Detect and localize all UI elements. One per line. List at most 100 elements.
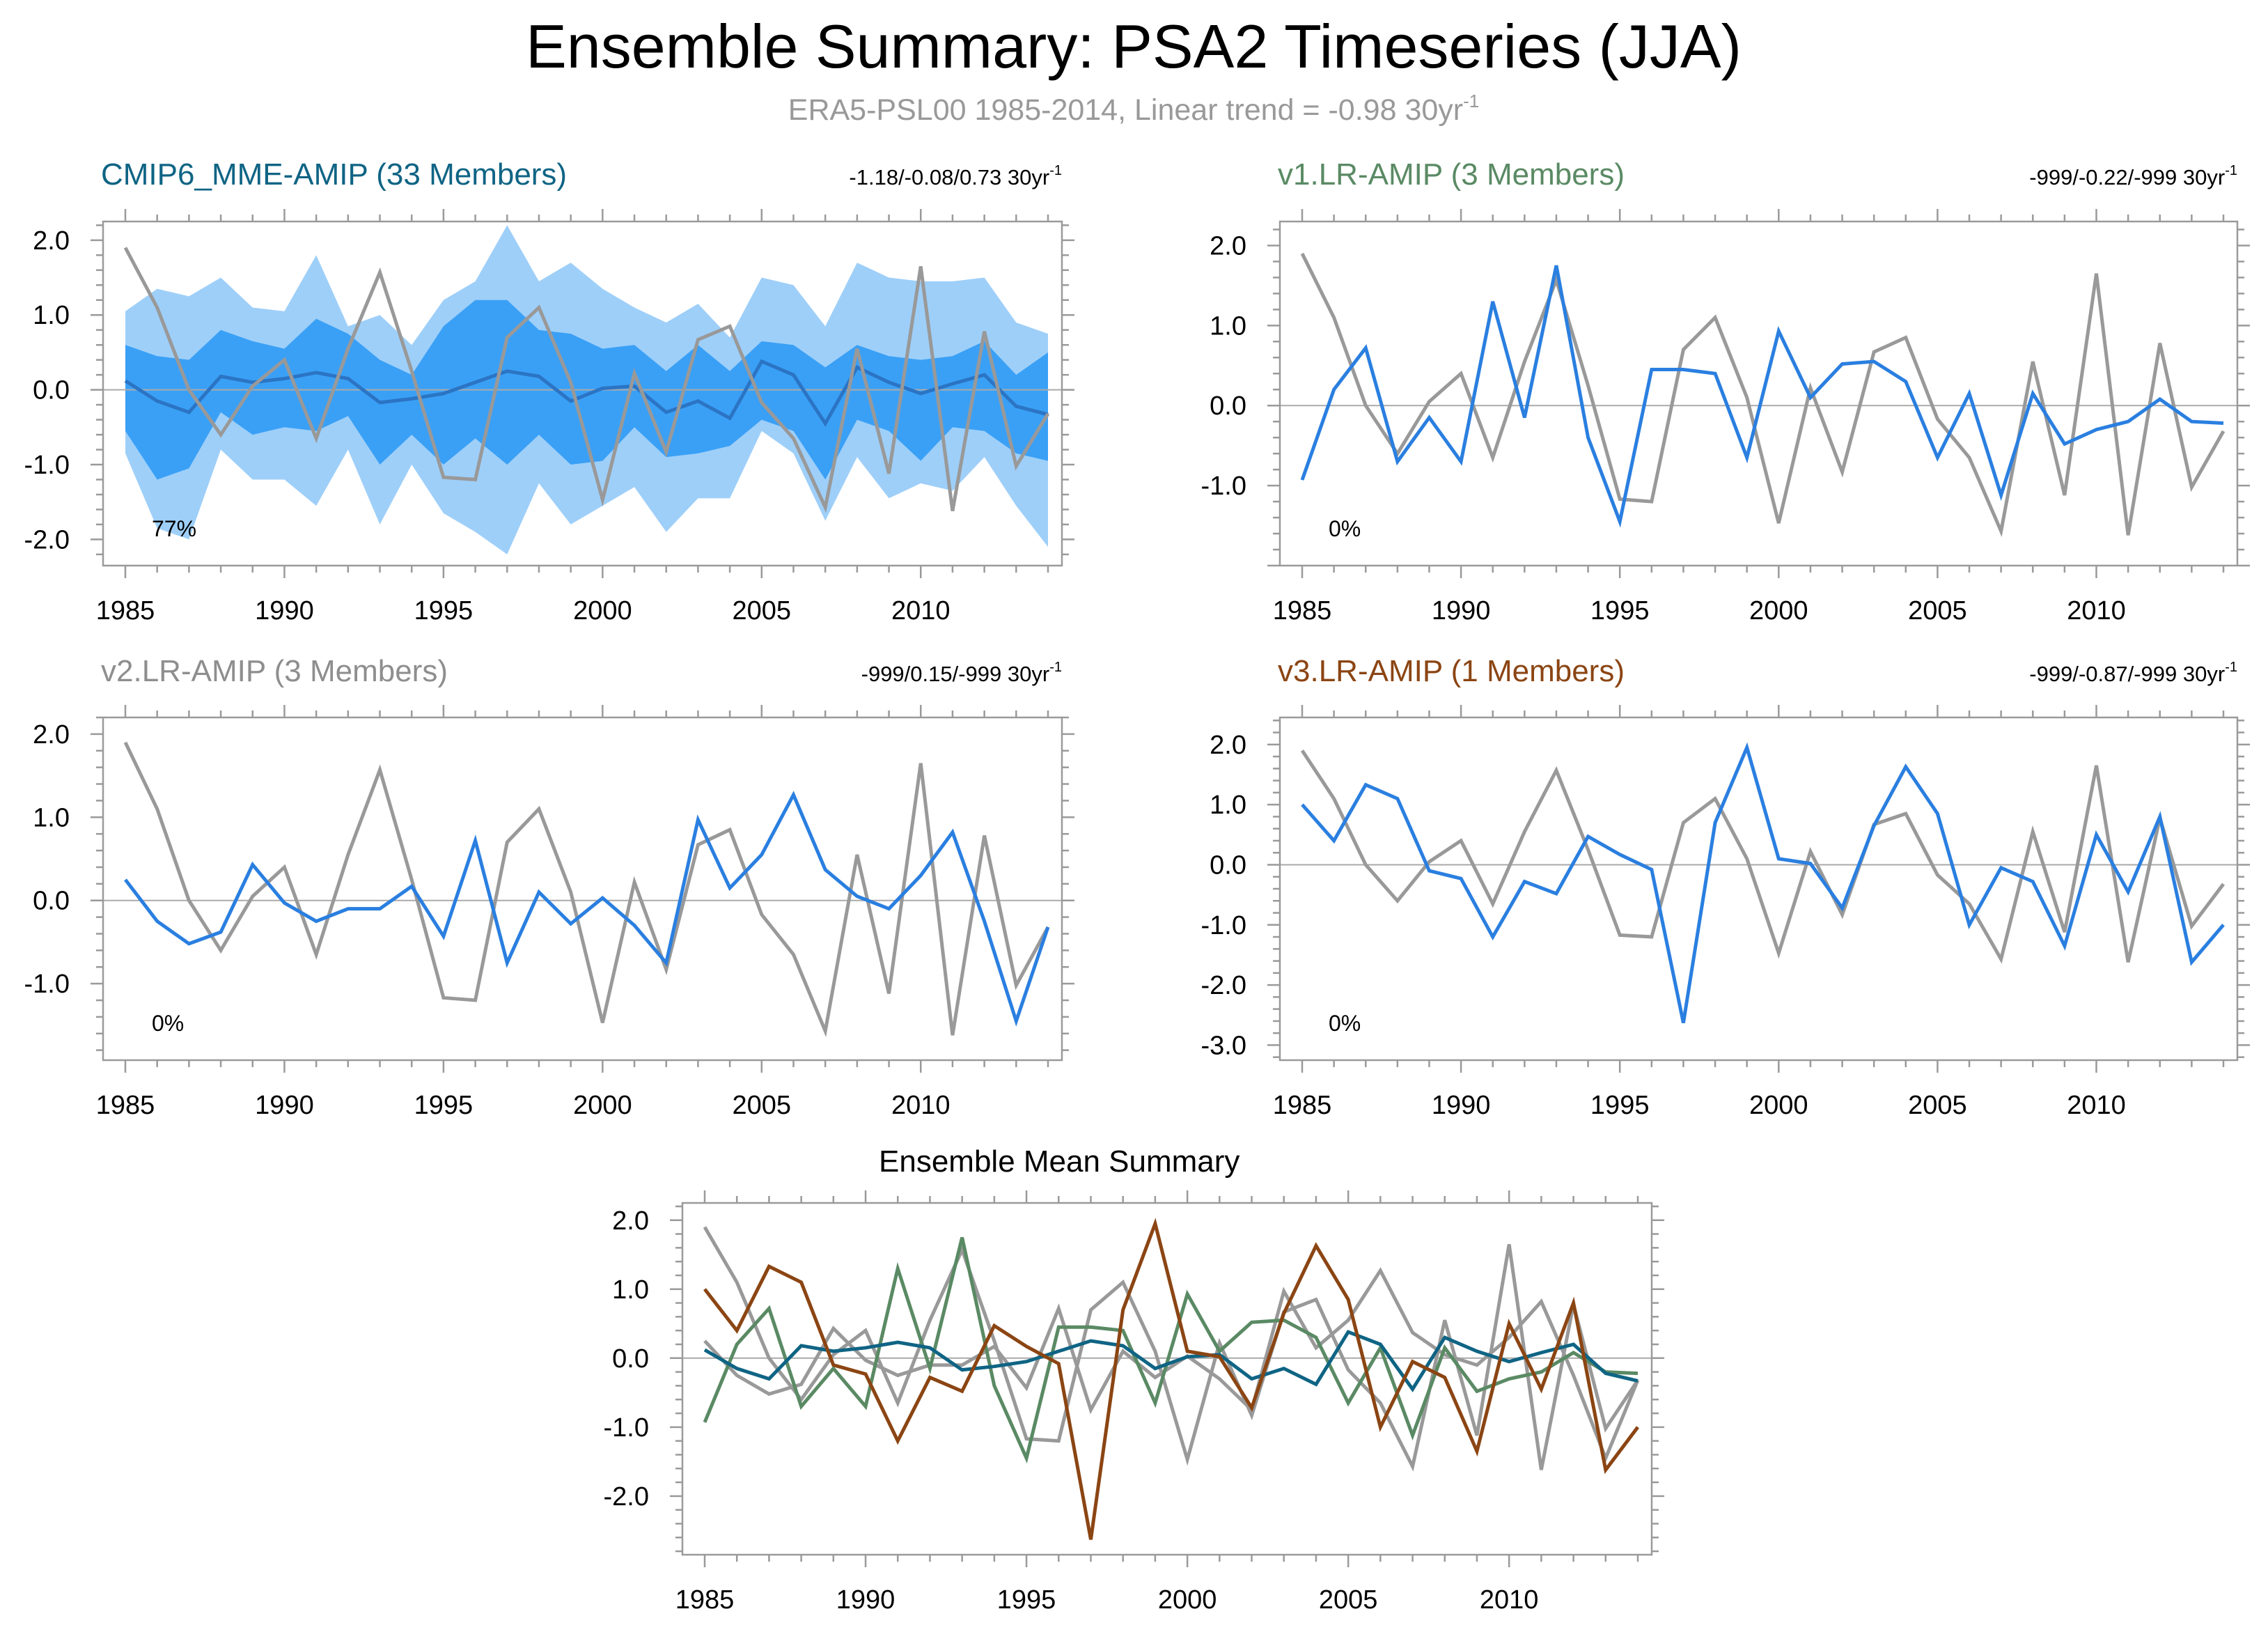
x-tick-label: 1995 <box>1590 1091 1650 1120</box>
series-line-ensemble-mean <box>124 359 1049 427</box>
plot-area <box>103 225 1062 554</box>
trend-unit-sup: -1 <box>2225 660 2237 675</box>
figure-subtitle: ERA5-PSL00 1985-2014, Linear trend = -0.… <box>788 91 1479 127</box>
chart-panel-3: v2.LR-AMIP (3 Members) -999/0.15/-999 30y… <box>24 654 1074 1120</box>
x-tick-label: 1985 <box>1273 1091 1332 1120</box>
x-tick-label: 1990 <box>836 1585 896 1615</box>
x-tick-label: 2010 <box>2067 1091 2126 1120</box>
chart-panel-4: v3.LR-AMIP (1 Members) -999/-0.87/-999 30… <box>1201 654 2250 1120</box>
plot-area <box>682 1218 1652 1540</box>
plot-frame <box>681 1202 1653 1556</box>
x-tick-label: 1990 <box>255 1091 314 1120</box>
series-line-summary-v2 <box>703 1267 1640 1463</box>
x-tick-label: 2010 <box>2067 596 2126 626</box>
trend-unit-sup: -1 <box>1049 660 1062 675</box>
series-line-ensemble-mean <box>1300 265 2224 528</box>
y-tick-label: 0.0 <box>1210 850 1246 880</box>
panel-trend-text: -1.18/-0.08/0.73 30yr-1 <box>849 163 1062 189</box>
x-tick-label: 1990 <box>1432 1091 1491 1120</box>
panel-title: Ensemble Mean Summary <box>879 1144 1239 1179</box>
series-line-ensemble-mean <box>1301 742 2225 1023</box>
x-tick-label: 2000 <box>1158 1585 1217 1615</box>
panel-trend-text: -999/-0.87/-999 30yr-1 <box>2029 660 2237 686</box>
panel-trend-text: -999/0.15/-999 30yr-1 <box>861 660 1062 686</box>
percent-label: 77% <box>152 516 196 541</box>
x-tick-label: 2005 <box>1908 1091 1967 1120</box>
y-tick-label: 0.0 <box>612 1344 649 1374</box>
series-line-summary-v1 <box>703 1236 1639 1464</box>
series-line-summary-obs <box>703 1226 1640 1472</box>
x-tick-label: 1995 <box>414 1091 474 1120</box>
figure-subtitle-sup: -1 <box>1463 91 1479 111</box>
chart-panel-2: v1.LR-AMIP (3 Members) -999/-0.22/-999 30… <box>1201 157 2250 626</box>
y-tick-label: 2.0 <box>1210 731 1246 760</box>
series-line-summary-mme <box>703 1330 1639 1392</box>
series-line-observations <box>123 247 1050 513</box>
x-tick-label: 1985 <box>675 1585 735 1615</box>
panel-title: CMIP6_MME-AMIP (33 Members) <box>101 157 567 192</box>
x-tick-label: 1985 <box>1273 596 1332 626</box>
panel-title: v2.LR-AMIP (3 Members) <box>101 654 448 688</box>
trend-value: -999/-0.22/-999 30yr <box>2029 165 2225 189</box>
y-tick-label: 1.0 <box>1210 791 1246 820</box>
percent-label: 0% <box>152 1011 184 1036</box>
series-line-observations <box>123 741 1050 1038</box>
plot-area <box>103 741 1062 1038</box>
x-tick-label: 1995 <box>997 1585 1056 1615</box>
x-tick-label: 2005 <box>1908 596 1967 626</box>
x-tick-label: 2010 <box>891 596 951 626</box>
y-tick-label: 0.0 <box>33 887 70 916</box>
y-tick-label: -1.0 <box>24 451 70 480</box>
y-tick-label: -2.0 <box>24 525 70 554</box>
plot-area <box>1280 252 2237 538</box>
x-tick-label: 1990 <box>255 596 314 626</box>
plot-frame <box>102 716 1063 1062</box>
plot-frame <box>1278 220 2239 567</box>
x-tick-label: 1990 <box>1432 596 1491 626</box>
x-tick-label: 2000 <box>1749 1091 1808 1120</box>
x-tick-label: 1995 <box>1590 596 1650 626</box>
plot-area <box>1280 742 2237 1023</box>
x-tick-label: 2005 <box>733 596 792 626</box>
y-tick-label: -1.0 <box>24 970 70 999</box>
x-tick-label: 2000 <box>1749 596 1808 626</box>
series-line-observations <box>1300 749 2225 964</box>
series-line-observations <box>1300 252 2226 538</box>
y-tick-label: -3.0 <box>1201 1031 1246 1060</box>
y-tick-label: 1.0 <box>1210 311 1246 341</box>
y-tick-label: 2.0 <box>33 720 70 749</box>
x-tick-label: 2010 <box>1480 1585 1539 1615</box>
x-tick-label: 1995 <box>414 596 474 626</box>
percent-label: 0% <box>1329 1011 1361 1036</box>
y-tick-label: -1.0 <box>604 1413 649 1443</box>
trend-value: -1.18/-0.08/0.73 30yr <box>849 165 1049 189</box>
y-tick-label: -2.0 <box>1201 971 1246 1000</box>
y-tick-label: -1.0 <box>1201 911 1246 940</box>
figure-title: Ensemble Summary: PSA2 Timeseries (JJA) <box>526 12 1742 81</box>
percent-label: 0% <box>1329 516 1361 541</box>
panels: CMIP6_MME-AMIP (33 Members) -1.18/-0.08/0… <box>24 157 2250 1615</box>
x-tick-label: 2005 <box>1319 1585 1378 1615</box>
y-tick-label: 2.0 <box>33 226 70 256</box>
x-tick-label: 2010 <box>891 1091 951 1120</box>
y-tick-label: 1.0 <box>33 803 70 832</box>
x-tick-label: 2000 <box>573 1091 632 1120</box>
panel-title: v1.LR-AMIP (3 Members) <box>1278 157 1625 192</box>
y-tick-label: 0.0 <box>1210 391 1246 421</box>
x-tick-label: 1985 <box>96 596 155 626</box>
series-line-ensemble-mean <box>124 791 1050 1027</box>
trend-unit-sup: -1 <box>1049 163 1062 178</box>
plot-frame <box>102 220 1063 567</box>
trend-value: -999/0.15/-999 30yr <box>861 662 1050 686</box>
x-tick-label: 2000 <box>573 596 632 626</box>
y-tick-label: 1.0 <box>612 1275 649 1305</box>
trend-value: -999/-0.87/-999 30yr <box>2029 662 2225 686</box>
y-tick-label: 2.0 <box>612 1206 649 1236</box>
chart-panel-5: Ensemble Mean Summary 1985 1990 1995 2000 200… <box>604 1144 1664 1615</box>
panel-trend-text: -999/-0.22/-999 30yr-1 <box>2029 163 2237 189</box>
trend-unit-sup: -1 <box>2225 163 2237 178</box>
series-line-summary-v3 <box>703 1218 1639 1540</box>
x-tick-label: 1985 <box>96 1091 155 1120</box>
y-tick-label: 0.0 <box>33 376 70 405</box>
